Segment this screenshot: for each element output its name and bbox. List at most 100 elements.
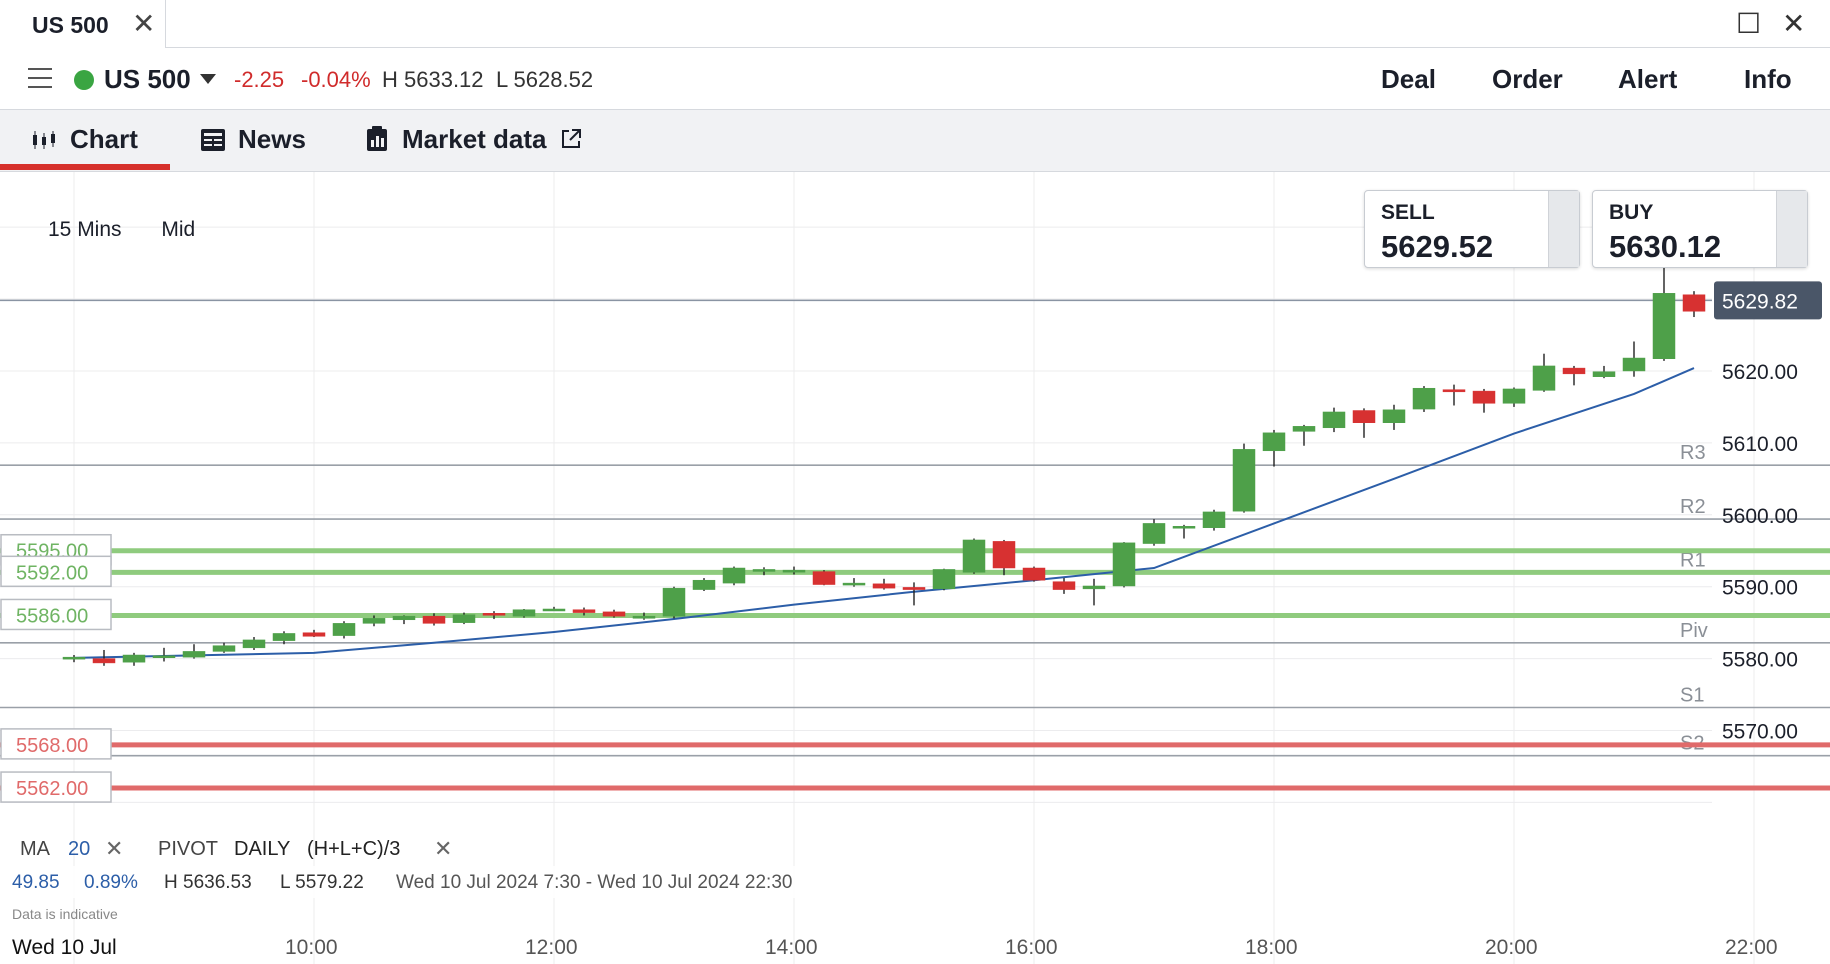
buy-button[interactable]: BUY 5630.12 bbox=[1592, 190, 1808, 268]
candle-body bbox=[632, 615, 656, 619]
buy-label: BUY bbox=[1609, 201, 1654, 224]
x-axis-tick-label: 12:00 bbox=[525, 936, 578, 959]
candle-body bbox=[362, 618, 386, 624]
instrument-toolbar: US 500 -2.25 -0.04% H 5633.12 L 5628.52 … bbox=[0, 48, 1830, 110]
range-stats: 49.85 0.89% H 5636.53 L 5579.22 Wed 10 J… bbox=[0, 866, 830, 898]
ma-line bbox=[73, 367, 1695, 659]
candle-body bbox=[602, 611, 626, 617]
current-price-value: 5629.82 bbox=[1722, 290, 1798, 313]
range-low: L 5579.22 bbox=[280, 872, 364, 893]
candle-body bbox=[572, 609, 596, 613]
range-change: 49.85 bbox=[12, 872, 60, 893]
candle-body bbox=[1322, 411, 1346, 429]
tab-chart[interactable]: Chart bbox=[0, 110, 170, 172]
window-close-icon[interactable]: ✕ bbox=[1782, 8, 1806, 39]
candle-body bbox=[542, 608, 566, 612]
session-high: H 5633.12 bbox=[382, 67, 484, 92]
candle-body bbox=[1562, 367, 1586, 375]
candle-body bbox=[1142, 523, 1166, 544]
ma-period[interactable]: 20 bbox=[68, 838, 91, 860]
pivot-label: Piv bbox=[1680, 620, 1708, 642]
pivot-label: R1 bbox=[1680, 549, 1706, 571]
candle-body bbox=[1652, 293, 1676, 359]
newspaper-icon bbox=[201, 129, 225, 151]
remove-pivot-icon[interactable]: ✕ bbox=[434, 836, 453, 861]
candle-body bbox=[332, 623, 356, 636]
candle-body bbox=[122, 654, 146, 663]
view-tabs: Chart News Market data bbox=[0, 110, 1830, 172]
candle-body bbox=[662, 587, 686, 617]
active-tab-indicator bbox=[0, 164, 170, 170]
candle-body bbox=[212, 645, 236, 652]
sell-button[interactable]: SELL 5629.52 bbox=[1364, 190, 1580, 268]
candle-body bbox=[1232, 449, 1256, 512]
y-axis-tick-label: 5600.00 bbox=[1722, 505, 1798, 528]
candle-body bbox=[1412, 387, 1436, 410]
y-axis-tick-label: 5620.00 bbox=[1722, 361, 1798, 384]
timeframe-selector[interactable]: 15 Mins bbox=[48, 218, 122, 241]
candle-body bbox=[1112, 542, 1136, 587]
x-axis-tick-label: 22:00 bbox=[1725, 936, 1778, 959]
candle-body bbox=[812, 571, 836, 585]
title-bar: US 500 ✕ ☐ ✕ bbox=[0, 0, 1830, 48]
candle-body bbox=[1082, 585, 1106, 590]
candle-body bbox=[1172, 526, 1196, 529]
candle-body bbox=[1052, 581, 1076, 590]
candle-body bbox=[1352, 410, 1376, 423]
x-axis-tick-label: 18:00 bbox=[1245, 936, 1298, 959]
tab-market-data[interactable]: Market data bbox=[362, 110, 592, 172]
maximize-icon[interactable]: ☐ bbox=[1736, 8, 1762, 39]
instrument-tab[interactable]: US 500 ✕ bbox=[0, 0, 166, 48]
candle-body bbox=[1622, 357, 1646, 372]
y-axis-tick-label: 5580.00 bbox=[1722, 649, 1798, 672]
tab-close-icon[interactable]: ✕ bbox=[132, 8, 156, 39]
price-type-selector[interactable]: Mid bbox=[161, 218, 196, 241]
y-axis-tick-label: 5570.00 bbox=[1722, 721, 1798, 744]
price-alert-value: 5592.00 bbox=[16, 562, 88, 584]
tab-news[interactable]: News bbox=[196, 110, 316, 172]
candle-body bbox=[1292, 426, 1316, 432]
candle-body bbox=[752, 569, 776, 572]
candle-body bbox=[1682, 294, 1706, 312]
market-data-icon bbox=[367, 126, 387, 151]
order-button[interactable]: Order bbox=[1492, 64, 1563, 94]
sell-label: SELL bbox=[1381, 201, 1435, 224]
x-axis-tick-label: 20:00 bbox=[1485, 936, 1538, 959]
chart-controls: 15 Mins Mid bbox=[48, 218, 195, 242]
range-high: H 5636.53 bbox=[164, 872, 252, 893]
candle-body bbox=[692, 579, 716, 590]
pivot-label: R3 bbox=[1680, 442, 1706, 464]
range-change-percent: 0.89% bbox=[84, 872, 138, 893]
x-axis-tick-label: 16:00 bbox=[1005, 936, 1058, 959]
alert-button[interactable]: Alert bbox=[1618, 64, 1678, 94]
candle-body bbox=[782, 569, 806, 573]
candle-body bbox=[842, 582, 866, 586]
info-button[interactable]: Info bbox=[1744, 64, 1792, 94]
candle-body bbox=[272, 633, 296, 641]
remove-ma-icon[interactable]: ✕ bbox=[105, 836, 124, 861]
candle-body bbox=[452, 614, 476, 623]
pivot-period[interactable]: DAILY bbox=[234, 838, 291, 860]
candle-body bbox=[932, 569, 956, 590]
range-dates: Wed 10 Jul 2024 7:30 - Wed 10 Jul 2024 2… bbox=[396, 872, 793, 893]
candle-body bbox=[1502, 388, 1526, 404]
session-low: L 5628.52 bbox=[496, 67, 594, 92]
deal-button[interactable]: Deal bbox=[1381, 64, 1436, 94]
price-alert-tag bbox=[0, 598, 112, 631]
candle-body bbox=[1202, 511, 1226, 528]
buy-button-side bbox=[1776, 191, 1807, 267]
sell-button-side bbox=[1548, 191, 1579, 267]
menu-icon[interactable] bbox=[28, 68, 52, 88]
instrument-name[interactable]: US 500 bbox=[104, 64, 191, 94]
candle-body bbox=[152, 655, 176, 658]
candle-body bbox=[1442, 389, 1466, 393]
price-alert-value: 5586.00 bbox=[16, 605, 88, 627]
sell-price: 5629.52 bbox=[1381, 229, 1494, 264]
candle-body bbox=[182, 651, 206, 658]
candle-body bbox=[1532, 365, 1556, 391]
candle-body bbox=[992, 541, 1016, 569]
candle-body bbox=[962, 539, 986, 573]
chevron-down-icon[interactable] bbox=[200, 74, 216, 84]
